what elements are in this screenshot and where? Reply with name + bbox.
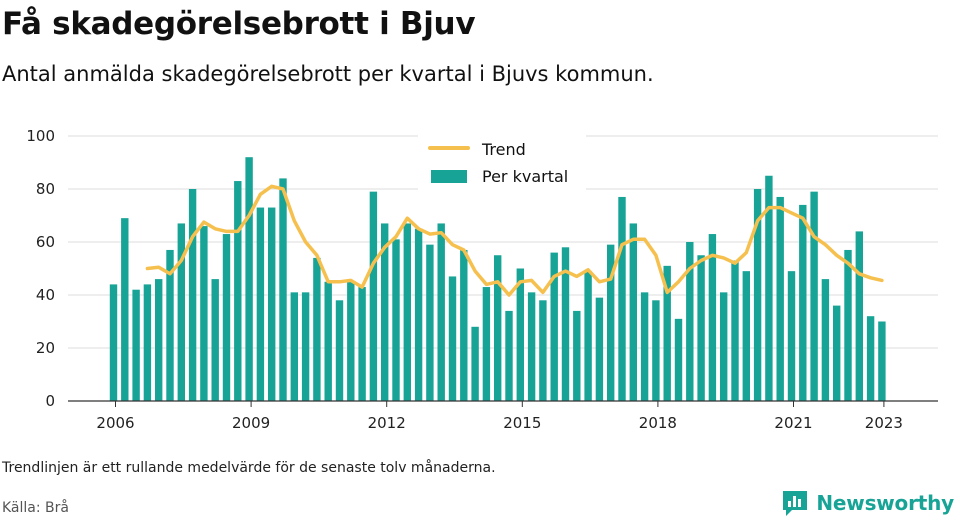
bar	[347, 281, 355, 401]
bar	[686, 242, 694, 401]
bar	[629, 223, 637, 401]
bar	[505, 310, 513, 401]
bar	[188, 189, 197, 401]
brand-logo[interactable]: Newsworthy	[780, 488, 954, 518]
bar	[573, 310, 581, 401]
x-tick-label: 2012	[368, 414, 406, 432]
bar	[765, 175, 773, 401]
bar	[640, 292, 649, 401]
bar	[448, 276, 457, 401]
bar	[279, 178, 287, 401]
bar	[708, 234, 717, 401]
bar	[697, 255, 705, 401]
bar	[652, 300, 660, 401]
bar	[335, 300, 344, 401]
bar	[392, 239, 400, 401]
legend-bars-label: Per kvartal	[482, 167, 568, 186]
bar	[855, 231, 863, 401]
bar	[234, 181, 242, 401]
bar	[155, 279, 163, 401]
bar-chart-speech-bubble-icon	[783, 491, 808, 516]
bar	[810, 191, 818, 401]
bar	[482, 287, 491, 401]
bar	[222, 234, 231, 401]
chart-area: 0 20 40 60 80 100 2006 2009 2012 2015 2018 2021 202…	[26, 127, 938, 432]
legend-trend-label: Trend	[481, 140, 526, 159]
bar	[426, 244, 434, 401]
brand-name: Newsworthy	[816, 491, 954, 515]
y-axis-ticks: 0 20 40 60 80 100	[26, 127, 55, 410]
chart-title: Få skadegörelsebrott i Bjuv	[2, 6, 476, 42]
bar	[607, 244, 615, 401]
bar	[674, 318, 683, 401]
y-tick-label: 0	[45, 392, 55, 410]
bar	[437, 223, 445, 401]
bar	[200, 226, 208, 401]
bar	[561, 247, 570, 401]
bar-series	[109, 157, 886, 401]
x-tick-label: 2009	[232, 414, 270, 432]
y-tick-label: 40	[36, 286, 55, 304]
y-tick-label: 20	[36, 339, 55, 357]
bar	[268, 207, 276, 401]
bar	[787, 271, 796, 401]
bar	[290, 292, 298, 401]
bar	[471, 326, 479, 401]
bar	[301, 292, 310, 401]
bar	[866, 316, 875, 401]
x-tick-label: 2023	[865, 414, 903, 432]
bar	[313, 257, 321, 401]
bar	[403, 223, 411, 401]
chart-subtitle: Antal anmälda skadegörelsebrott per kvar…	[2, 62, 654, 86]
legend: Trend Per kvartal	[418, 133, 586, 193]
bar	[381, 223, 389, 401]
bar	[799, 204, 807, 401]
y-tick-label: 60	[36, 233, 55, 251]
bar	[460, 249, 468, 401]
bar	[618, 196, 626, 401]
trend-line	[145, 184, 884, 297]
bar	[256, 207, 265, 401]
x-tick-label: 2018	[639, 414, 677, 432]
bar	[731, 260, 739, 401]
bar	[245, 157, 253, 401]
bar	[821, 279, 830, 401]
bar	[109, 284, 118, 401]
x-tick-label: 2006	[96, 414, 134, 432]
bar	[324, 281, 332, 401]
y-tick-label: 100	[26, 127, 55, 145]
bar	[753, 189, 762, 401]
bar	[369, 191, 378, 401]
bar	[177, 223, 185, 401]
bar	[720, 292, 728, 401]
bar	[358, 287, 366, 401]
bar	[595, 297, 604, 401]
bar	[584, 271, 592, 401]
bar	[844, 249, 852, 401]
bar	[143, 284, 152, 401]
bar	[494, 255, 502, 401]
bar	[166, 249, 174, 401]
bar	[878, 321, 886, 401]
x-tick-label: 2015	[503, 414, 541, 432]
bar	[527, 292, 536, 401]
footnote: Trendlinjen är ett rullande medelvärde f…	[2, 460, 496, 476]
y-tick-label: 80	[36, 180, 55, 198]
bar	[550, 252, 558, 401]
x-axis-ticks: 2006 2009 2012 2015 2018 2021 2023	[96, 401, 903, 432]
bar	[121, 218, 129, 401]
bar	[833, 305, 841, 401]
x-tick-label: 2021	[774, 414, 812, 432]
bar	[414, 228, 423, 401]
source-text: Källa: Brå	[2, 500, 69, 516]
bar	[663, 265, 671, 401]
bar	[539, 300, 547, 401]
bar	[516, 268, 524, 401]
bar	[132, 289, 140, 401]
legend-bars-swatch	[431, 170, 467, 183]
bar	[742, 271, 750, 401]
bar	[211, 279, 219, 401]
bar	[776, 196, 784, 401]
